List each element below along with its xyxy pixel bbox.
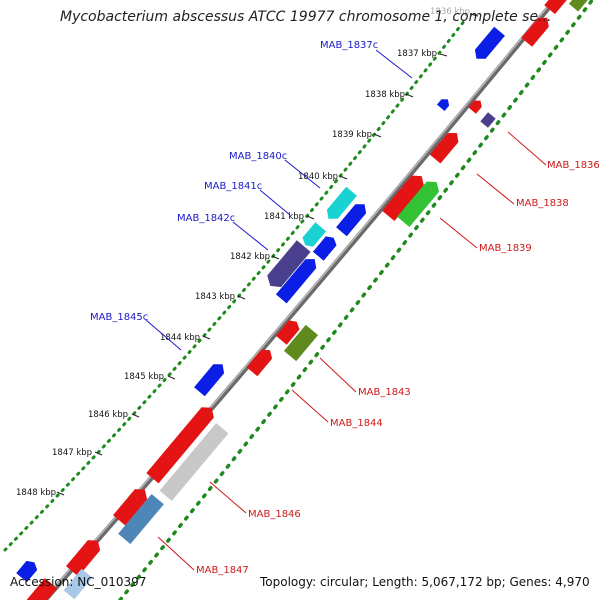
tick-1847 (94, 451, 103, 456)
gene-steel-bottom[interactable] (63, 568, 93, 600)
tick-label-1839: 1839 kbp (332, 130, 372, 140)
gene-red-1846[interactable] (146, 403, 217, 484)
tick-label-1838: 1838 kbp (365, 90, 405, 100)
leader-MAB_1842c (232, 221, 269, 251)
gene-red-1838-a[interactable] (429, 128, 463, 164)
leader-MAB_1846 (209, 481, 247, 514)
label-MAB_1843[interactable]: MAB_1843 (358, 387, 411, 398)
leader-MAB_1843 (319, 357, 357, 393)
gene-top-red-a[interactable] (521, 13, 552, 47)
tick-marks (56, 13, 479, 496)
label-MAB_1844[interactable]: MAB_1844 (330, 418, 383, 429)
gene-MAB_1841c[interactable] (300, 222, 327, 249)
gene-MAB_1836-red[interactable] (468, 97, 484, 114)
gene-top-red-b[interactable] (544, 0, 568, 15)
tick-1841 (306, 215, 315, 220)
gene-MAB_1843[interactable] (283, 324, 319, 362)
tick-label-1837: 1837 kbp (397, 49, 437, 59)
leader-MAB_1838 (476, 173, 515, 205)
gene-MAB_1845c[interactable] (194, 360, 228, 397)
label-MAB_1847[interactable]: MAB_1847 (196, 565, 249, 576)
tick-label-1841: 1841 kbp (264, 212, 304, 222)
label-MAB_1837c[interactable]: MAB_1837c (320, 40, 378, 51)
gene-MAB_1837c[interactable] (471, 26, 505, 64)
leader-MAB_1847 (157, 536, 195, 571)
label-MAB_1841c[interactable]: MAB_1841c (204, 181, 262, 192)
gene-red-1847-a[interactable] (113, 485, 151, 526)
leader-MAB_1837c (375, 49, 413, 79)
gc-content-arc-inner (3, 18, 467, 552)
tick-1837 (439, 53, 448, 57)
tick-1843 (237, 295, 246, 300)
gene-red-1843[interactable] (275, 317, 302, 345)
gene-blue-1842[interactable] (275, 255, 320, 304)
accession-text: Accession: NC_010397 (10, 575, 147, 589)
genome-summary-text: Topology: circular; Length: 5,067,172 bp… (260, 575, 590, 589)
map-title: Mycobacterium abscessus ATCC 19977 chrom… (60, 9, 550, 25)
gene-small-blue-1838[interactable] (436, 96, 452, 112)
tick-label-1844: 1844 kbp (160, 333, 200, 343)
leader-MAB_1840c (284, 159, 321, 189)
label-MAB_1839[interactable]: MAB_1839 (479, 243, 532, 254)
label-MAB_1842c[interactable]: MAB_1842c (177, 213, 235, 224)
gene-MAB_1844[interactable] (246, 346, 276, 377)
tick-1846 (131, 413, 140, 418)
tick-1845 (167, 375, 176, 380)
label-MAB_1836[interactable]: MAB_1836 (547, 160, 600, 171)
leader-MAB_1836 (507, 131, 547, 166)
leader-MAB_1844 (291, 389, 329, 423)
gene-blue-1840[interactable] (336, 200, 370, 237)
tick-label-1845: 1845 kbp (124, 372, 164, 382)
gene-MAB_1846[interactable] (159, 423, 229, 501)
tick-1840 (339, 175, 348, 180)
label-MAB_1846[interactable]: MAB_1846 (248, 509, 301, 520)
gene-MAB_1839[interactable] (397, 177, 443, 228)
label-MAB_1838[interactable]: MAB_1838 (516, 198, 569, 209)
label-MAB_1845c[interactable]: MAB_1845c (90, 312, 148, 323)
tick-1838 (405, 93, 414, 98)
tick-label-1848: 1848 kbp (16, 488, 56, 498)
gene-MAB_1842c[interactable] (263, 240, 311, 291)
tick-1844 (202, 335, 211, 340)
tick-1848 (56, 491, 65, 496)
gene-bottom-blue[interactable] (16, 558, 40, 583)
gene-red-bottom[interactable] (26, 578, 58, 600)
tick-1842 (271, 255, 280, 260)
tick-label-1846: 1846 kbp (88, 410, 128, 420)
gene-MAB_1836[interactable] (480, 112, 496, 128)
tick-label-1840: 1840 kbp (298, 172, 338, 182)
tick-1836 (469, 13, 479, 17)
tick-label-1836: 1836 kbp (430, 7, 470, 17)
label-MAB_1840c[interactable]: MAB_1840c (229, 151, 287, 162)
tick-label-1847: 1847 kbp (52, 448, 92, 458)
leader-MAB_1839 (439, 217, 478, 249)
gc-content-arc-outer (118, 0, 595, 600)
gene-top-olive[interactable] (568, 0, 592, 12)
gene-MAB_1840c[interactable] (323, 186, 357, 224)
gene-MAB_1847[interactable] (118, 493, 164, 545)
gene-blue-1841[interactable] (312, 233, 339, 261)
leader-MAB_1845c (145, 319, 182, 351)
tick-1839 (373, 133, 382, 138)
gene-red-1847-b[interactable] (66, 536, 104, 577)
tick-label-1843: 1843 kbp (195, 292, 235, 302)
tick-label-1842: 1842 kbp (230, 252, 270, 262)
leader-MAB_1841c (259, 189, 291, 216)
gene-MAB_1838[interactable] (382, 171, 428, 222)
